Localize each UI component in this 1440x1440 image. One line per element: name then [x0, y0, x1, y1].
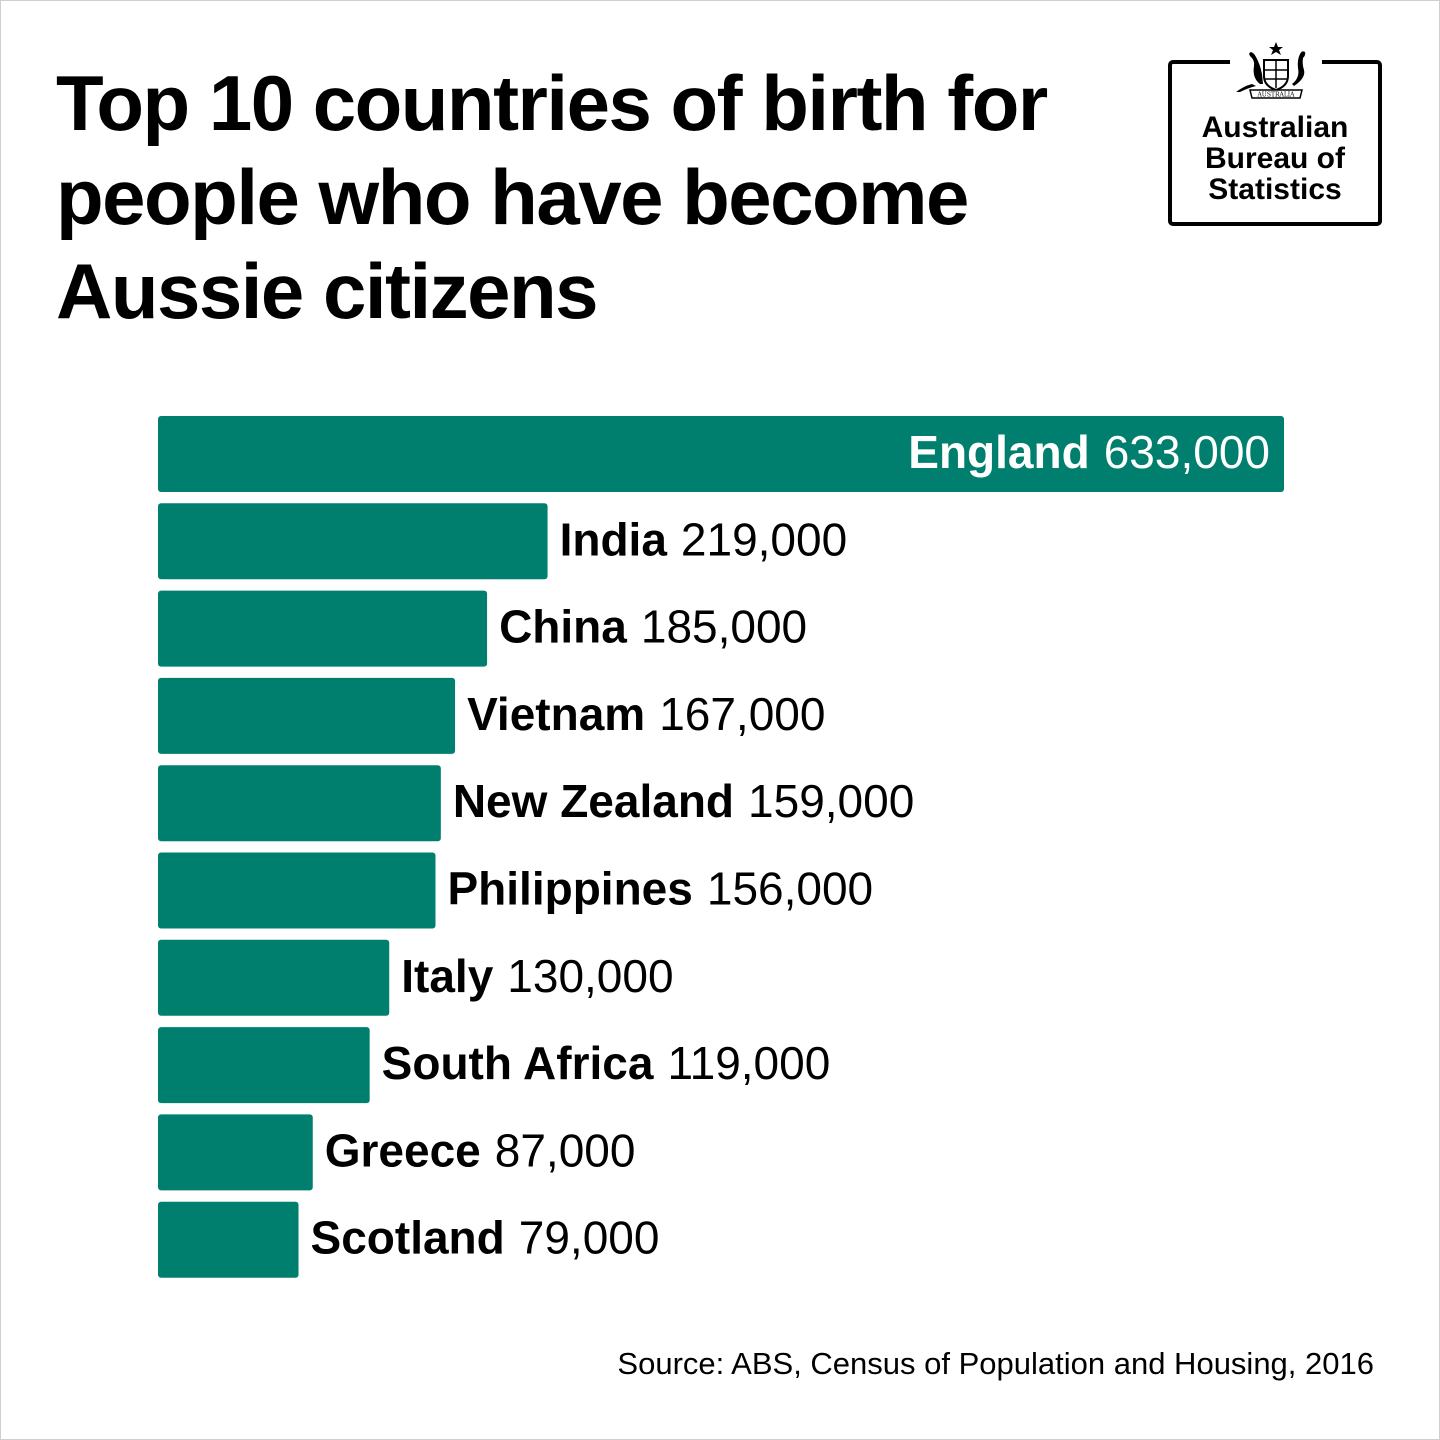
bar-label-greece: Greece 87,000 [325, 1124, 636, 1176]
bar-italy [158, 939, 390, 1016]
svg-text:AUSTRALIA: AUSTRALIA [1256, 92, 1295, 99]
value-label: 633,000 [1104, 426, 1270, 478]
bar-label-scotland: Scotland 79,000 [311, 1212, 660, 1264]
abs-logo: AUSTRALIA Australian Bureau of Statistic… [1168, 40, 1382, 226]
bar-label-vietnam: Vietnam 167,000 [467, 688, 825, 740]
value-label: 79,000 [519, 1212, 660, 1264]
category-label: Greece [325, 1124, 481, 1176]
bar-india [158, 503, 548, 580]
category-label: Vietnam [467, 688, 645, 740]
bar-label-new-zealand: New Zealand 159,000 [453, 775, 914, 827]
logo-line-3: Statistics [1208, 173, 1342, 206]
value-label: 130,000 [507, 950, 673, 1002]
bar-label-philippines: Philippines 156,000 [447, 863, 873, 915]
category-label: New Zealand [453, 775, 734, 827]
bar-scotland [158, 1201, 299, 1278]
category-label: Scotland [311, 1212, 505, 1264]
abs-logo-text: Australian Bureau of Statistics [1172, 112, 1378, 205]
bar-philippines [158, 852, 436, 929]
bar-south-africa [158, 1027, 370, 1104]
bar-england [158, 416, 1284, 492]
category-label: China [499, 601, 627, 653]
logo-line-2: Bureau of [1204, 142, 1345, 175]
value-label: 159,000 [748, 775, 914, 827]
bar-greece [158, 1114, 313, 1191]
bar-new-zealand [158, 765, 441, 842]
bar-label-england: England 633,000 [908, 426, 1270, 478]
bar-label-india: India 219,000 [560, 513, 848, 565]
category-label: India [560, 513, 668, 565]
bar-label-italy: Italy 130,000 [401, 950, 673, 1002]
coat-of-arms-icon: AUSTRALIA [1230, 40, 1322, 100]
page-title: Top 10 countries of birth for people who… [56, 59, 1048, 335]
category-label: Italy [401, 950, 493, 1002]
value-label: 87,000 [495, 1124, 636, 1176]
bar-china [158, 590, 488, 667]
bar-vietnam [158, 677, 456, 754]
value-label: 185,000 [641, 601, 807, 653]
value-label: 119,000 [667, 1037, 830, 1089]
value-label: 156,000 [707, 863, 873, 915]
category-label: England [908, 426, 1089, 478]
bar-label-south-africa: South Africa 119,000 [382, 1037, 831, 1089]
category-label: South Africa [382, 1037, 654, 1089]
category-label: Philippines [447, 863, 692, 915]
logo-line-1: Australian [1201, 111, 1349, 144]
source-note: Source: ABS, Census of Population and Ho… [617, 1346, 1374, 1381]
bar-label-china: China 185,000 [499, 601, 807, 653]
value-label: 167,000 [659, 688, 825, 740]
value-label: 219,000 [681, 513, 847, 565]
